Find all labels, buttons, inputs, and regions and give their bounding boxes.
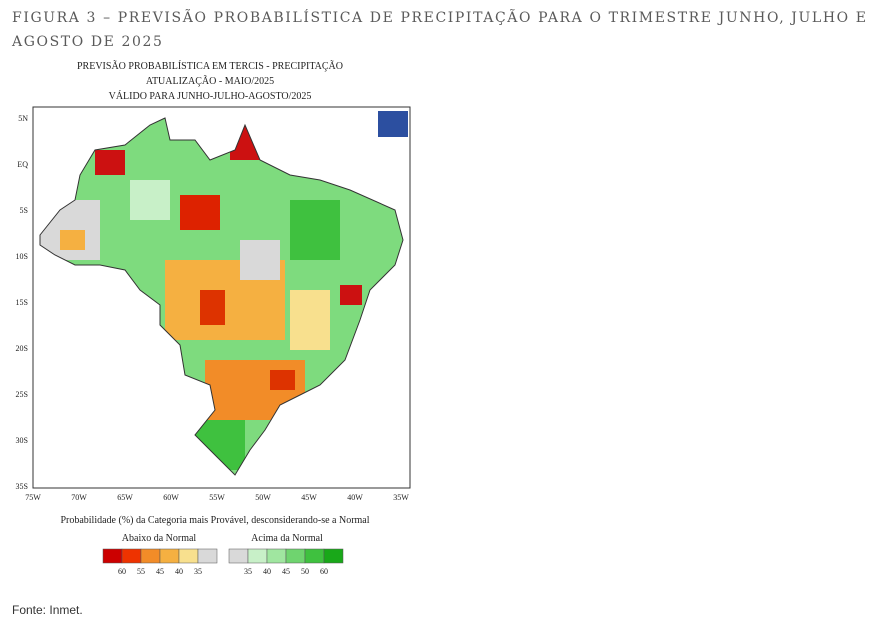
map-title: PREVISÃO PROBABILÍSTICA EM TERCIS - PREC…: [77, 60, 343, 72]
lat-label: 15S: [16, 298, 28, 307]
lon-label: 40W: [347, 493, 363, 502]
level-label: 35: [194, 567, 202, 576]
legend-levels: 60 55 45 40 35 35 40 45 50 60: [118, 567, 328, 576]
level-label: 50: [301, 567, 309, 576]
level-label: 40: [263, 567, 271, 576]
legend-above-bar: [228, 548, 344, 564]
logo: [378, 111, 408, 137]
lon-label: 45W: [301, 493, 317, 502]
level-label: 60: [320, 567, 328, 576]
lat-label: 20S: [16, 344, 28, 353]
level-label: 40: [175, 567, 183, 576]
lat-label: 30S: [16, 436, 28, 445]
level-label: 45: [282, 567, 290, 576]
lat-label: 10S: [16, 252, 28, 261]
source: Fonte: Inmet.: [12, 603, 83, 617]
lat-labels: 5N EQ 5S 10S 15S 20S 25S 30S 35S: [16, 114, 29, 491]
legend-below-label: Abaixo da Normal: [122, 533, 197, 544]
level-label: 45: [156, 567, 164, 576]
lon-label: 50W: [255, 493, 271, 502]
lon-label: 60W: [163, 493, 179, 502]
lon-label: 35W: [393, 493, 409, 502]
lat-label: 5N: [18, 114, 28, 123]
level-label: 35: [244, 567, 252, 576]
forecast-map: PREVISÃO PROBABILÍSTICA EM TERCIS - PREC…: [16, 60, 411, 576]
lon-label: 55W: [209, 493, 225, 502]
map-title: ATUALIZAÇÃO - MAIO/2025: [146, 75, 274, 87]
lat-label: EQ: [17, 160, 28, 169]
level-label: 60: [118, 567, 126, 576]
legend-title: Probabilidade (%) da Categoria mais Prov…: [60, 515, 369, 526]
lon-label: 75W: [25, 493, 41, 502]
lon-labels: 75W 70W 65W 60W 55W 50W 45W 40W 35W: [25, 493, 409, 502]
level-label: 55: [137, 567, 145, 576]
figure-caption: FIGURA 3 – PREVISÃO PROBABILÍSTICA DE PR…: [12, 10, 868, 50]
lat-label: 35S: [16, 482, 28, 491]
lon-label: 65W: [117, 493, 133, 502]
lon-label: 70W: [71, 493, 87, 502]
legend-above-label: Acima da Normal: [251, 533, 323, 544]
map-title: VÁLIDO PARA JUNHO-JULHO-AGOSTO/2025: [109, 90, 312, 102]
lat-label: 25S: [16, 390, 28, 399]
lat-label: 5S: [20, 206, 28, 215]
legend-below-bar: [102, 548, 218, 564]
